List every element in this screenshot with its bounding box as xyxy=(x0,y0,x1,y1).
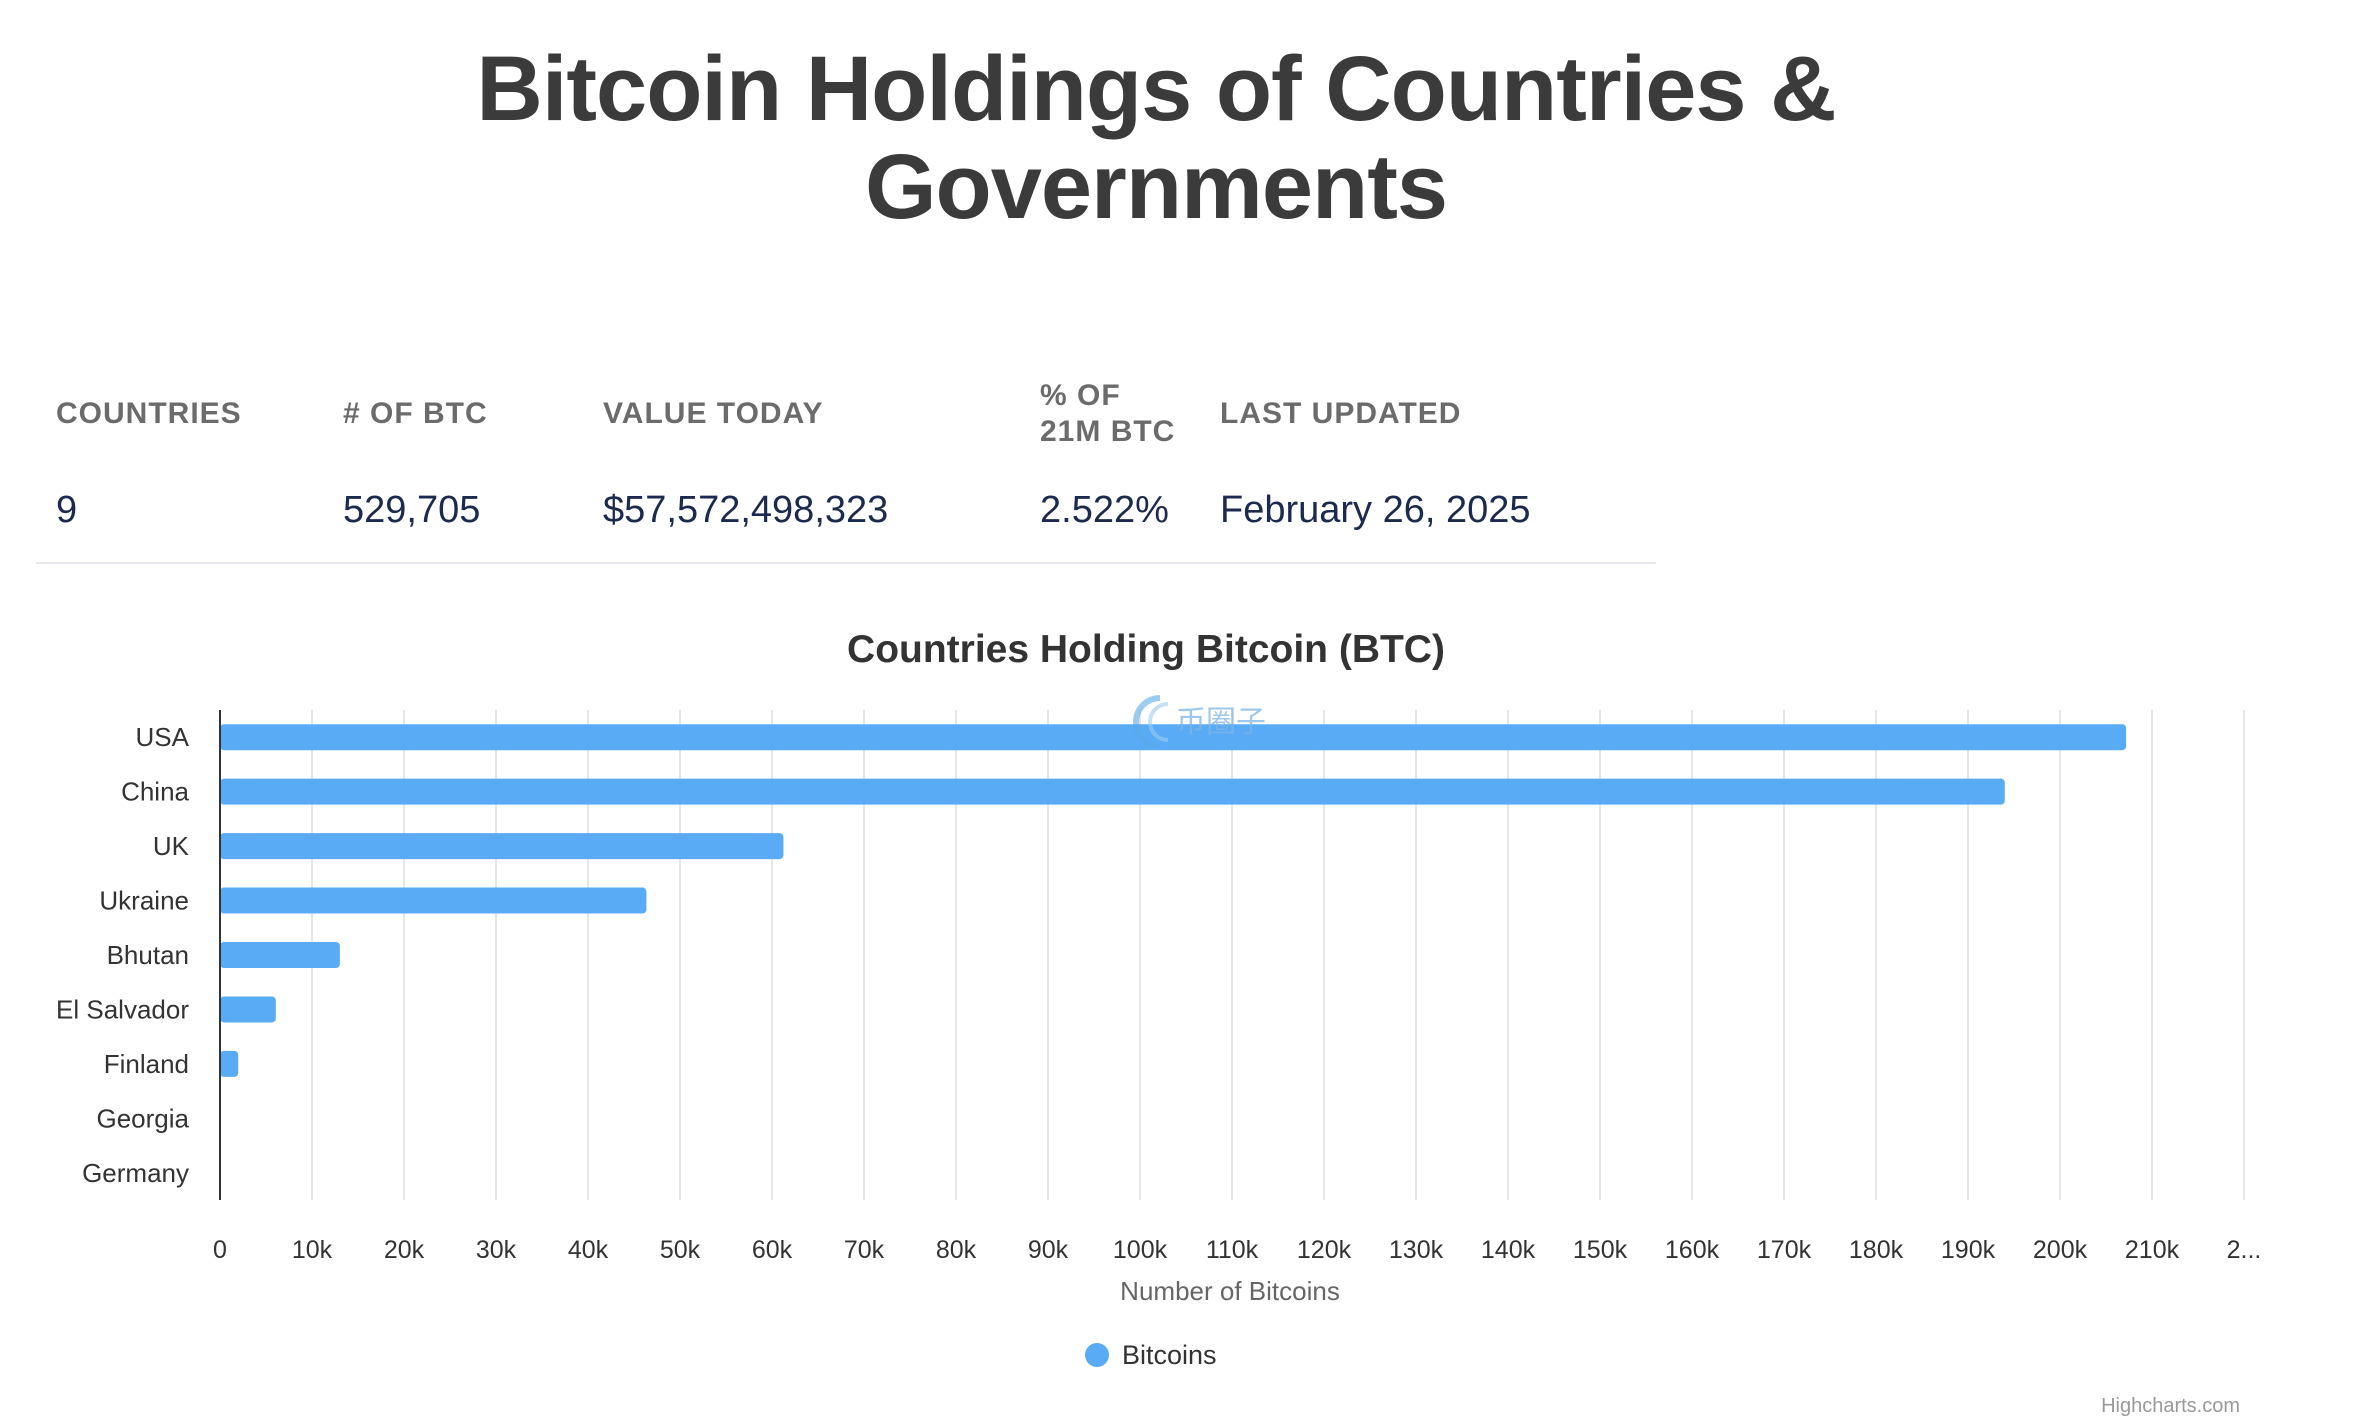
x-tick-label: 0 xyxy=(213,1236,227,1264)
x-tick-label: 80k xyxy=(936,1236,977,1264)
stat-value-last-updated: February 26, 2025 xyxy=(1220,489,1531,531)
y-category-label: UK xyxy=(153,831,190,861)
x-tick-label: 110k xyxy=(1206,1236,1259,1264)
stat-label-btc: # OF BTC xyxy=(343,397,488,430)
x-tick-label: 140k xyxy=(1481,1236,1536,1264)
bar xyxy=(220,996,276,1023)
stat-label-last-updated: LAST UPDATED xyxy=(1220,397,1462,430)
bar xyxy=(220,887,647,914)
x-tick-label: 160k xyxy=(1665,1236,1720,1264)
x-tick-label: 60k xyxy=(752,1236,793,1264)
x-tick-label: 2... xyxy=(2227,1236,2262,1264)
chart-title: Countries Holding Bitcoin (BTC) xyxy=(847,628,1445,671)
bar-chart: 0 10k 20k 30k 40k 50k 60k 70k 80k 90k 100k 110k 120k… xyxy=(56,628,2261,1417)
bar xyxy=(220,1050,239,1077)
legend[interactable]: Bitcoins xyxy=(1085,1340,1217,1370)
page-title-line-1: Bitcoin Holdings of Countries & xyxy=(476,38,1836,140)
x-tick-label: 20k xyxy=(384,1236,425,1264)
x-axis-title: Number of Bitcoins xyxy=(1120,1276,1340,1306)
bar xyxy=(220,942,340,968)
y-category-label: Georgia xyxy=(97,1103,190,1133)
x-tick-label: 90k xyxy=(1028,1236,1069,1264)
watermark-text: 币圈子 xyxy=(1176,706,1266,739)
y-category-label: China xyxy=(121,777,189,807)
y-category-label: Finland xyxy=(104,1049,189,1079)
x-tick-label: 130k xyxy=(1389,1236,1444,1264)
x-tick-label: 30k xyxy=(476,1236,517,1264)
bar xyxy=(220,724,2127,751)
stat-label-value-today: VALUE TODAY xyxy=(603,397,824,430)
x-tick-label: 50k xyxy=(660,1236,701,1264)
x-tick-label: 120k xyxy=(1297,1236,1352,1264)
x-tick-label: 170k xyxy=(1757,1236,1812,1264)
bar xyxy=(220,833,784,860)
y-category-label: USA xyxy=(136,722,190,752)
stat-value-btc: 529,705 xyxy=(343,489,481,531)
x-tick-label: 210k xyxy=(2125,1236,2180,1264)
x-tick-label: 40k xyxy=(568,1236,609,1264)
y-category-label: Germany xyxy=(82,1158,189,1188)
page-title-line-2: Governments xyxy=(864,136,1448,238)
x-tick-label: 100k xyxy=(1113,1236,1168,1264)
bar-chart-container: 0 10k 20k 30k 40k 50k 60k 70k 80k 90k 100k 110k 120k… xyxy=(0,600,2374,1428)
watermark-logo: 币圈子 xyxy=(1133,695,1266,749)
legend-series-label[interactable]: Bitcoins xyxy=(1122,1340,1217,1370)
x-tick-label: 150k xyxy=(1573,1236,1628,1264)
stat-label-percent-line-1: % OF xyxy=(1040,379,1121,412)
x-tick-label: 10k xyxy=(292,1236,333,1264)
bar xyxy=(220,778,2005,805)
axes: 0 10k 20k 30k 40k 50k 60k 70k 80k 90k 100k 110k 120k… xyxy=(56,710,2261,1264)
stat-value-countries: 9 xyxy=(56,489,78,531)
x-tick-label: 70k xyxy=(844,1236,885,1264)
stat-value-percent: 2.522% xyxy=(1040,489,1169,531)
x-tick-label: 190k xyxy=(1941,1236,1996,1264)
x-tick-label: 200k xyxy=(2033,1236,2088,1264)
y-category-label: Ukraine xyxy=(99,886,189,916)
bars xyxy=(220,724,2127,1132)
x-tick-label: 180k xyxy=(1849,1236,1904,1264)
stat-value-value-today: $57,572,498,323 xyxy=(603,489,889,531)
legend-series-marker[interactable] xyxy=(1085,1343,1109,1367)
stats-summary: COUNTRIES 9 # OF BTC 529,705 VALUE TODAY… xyxy=(36,372,1656,564)
stat-label-percent: % OF 21M BTC xyxy=(1040,378,1175,450)
highcharts-credit[interactable]: Highcharts.com xyxy=(2101,1395,2240,1417)
stat-label-countries: COUNTRIES xyxy=(56,397,242,430)
y-category-label: El Salvador xyxy=(56,994,189,1024)
page-title: Bitcoin Holdings of Countries & Governme… xyxy=(0,40,2312,236)
y-category-label: Bhutan xyxy=(107,940,189,970)
stat-label-percent-line-2: 21M BTC xyxy=(1040,415,1176,448)
